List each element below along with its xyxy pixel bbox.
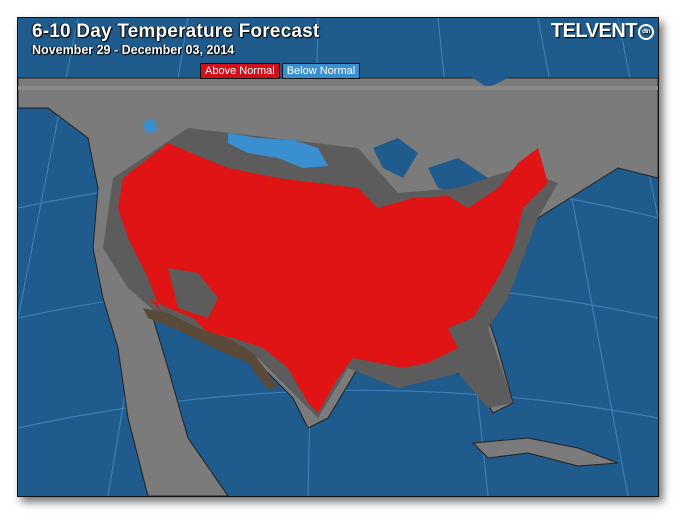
cuba <box>471 437 619 467</box>
legend-above-normal: Above Normal <box>200 63 280 79</box>
below-normal-north <box>143 118 328 168</box>
temperature-map <box>18 18 658 496</box>
header-divider <box>18 86 658 90</box>
great-lakes <box>373 138 488 193</box>
map-title: 6-10 Day Temperature Forecast <box>32 21 320 42</box>
forecast-map-frame: 6-10 Day Temperature Forecast November 2… <box>17 17 659 497</box>
much-below-border <box>143 308 278 390</box>
hudson-bay <box>448 18 538 88</box>
near-normal-southwest <box>168 268 218 318</box>
logo-text: TELVENT <box>550 20 638 42</box>
dtn-badge-icon: dtn <box>638 23 654 40</box>
legend-below-normal: Below Normal <box>281 63 361 79</box>
legend: Above Normal Below Normal <box>200 63 361 79</box>
above-normal-region <box>118 143 548 413</box>
date-range: November 29 - December 03, 2014 <box>32 43 235 57</box>
telvent-logo: TELVENT dtn <box>551 20 654 43</box>
